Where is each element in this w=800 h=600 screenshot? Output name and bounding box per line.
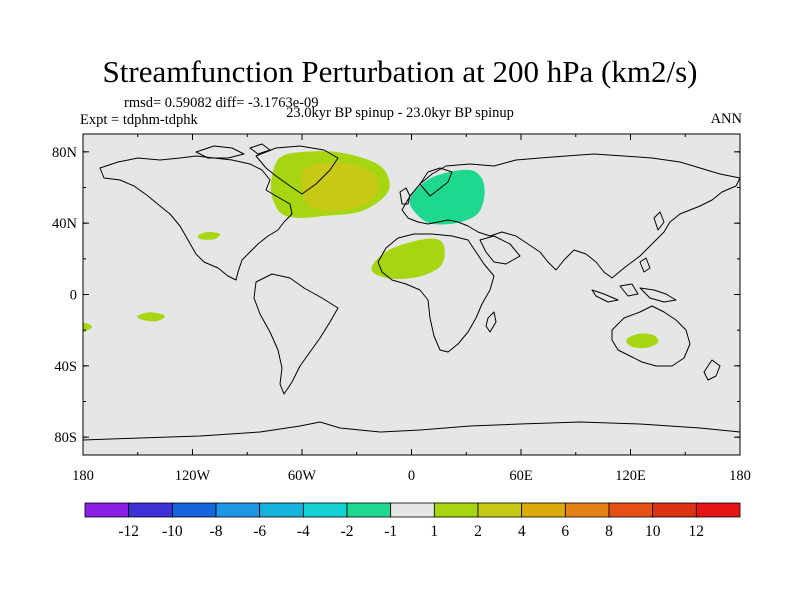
anomaly-region-gulf-of-mexico <box>197 232 221 240</box>
colorbar: -12 -10 -8 -6 -4 -2 -1 1 2 4 6 8 10 12 <box>84 502 741 540</box>
colorbar-box <box>128 502 173 518</box>
colorbar-box <box>215 502 261 518</box>
colorbar-label: -4 <box>297 523 310 540</box>
x-tick-label: 0 <box>408 468 415 484</box>
colorbar-box <box>302 502 348 518</box>
colorbar-label: 2 <box>474 523 482 540</box>
colorbar-box <box>521 502 566 518</box>
colorbar-box <box>608 502 654 518</box>
coastline-greenland <box>255 145 339 195</box>
colorbar-label: 1 <box>430 523 438 540</box>
coastline-arctic-islands <box>195 143 271 159</box>
colorbar-box <box>84 502 130 518</box>
coastline-eurasia <box>401 153 740 279</box>
coastline-scandinavia <box>419 167 453 197</box>
colorbar-label: -8 <box>210 523 223 540</box>
coastline-layer <box>83 143 740 441</box>
coastline-australia <box>611 305 691 367</box>
colorbar-box <box>695 502 741 518</box>
coastline-south-america <box>253 273 339 395</box>
coastline-antarctica <box>83 421 740 441</box>
x-tick-label: 180 <box>72 468 94 484</box>
colorbar-box <box>652 502 697 518</box>
colorbar-label: -12 <box>118 523 139 540</box>
anomaly-region-central-pacific <box>137 312 166 322</box>
colorbar-label: 10 <box>645 523 661 540</box>
map-background <box>83 134 740 455</box>
colorbar-label: -1 <box>384 523 397 540</box>
colorbar-box <box>259 502 304 518</box>
season-label: ANN <box>710 111 742 127</box>
x-tick-label: 60E <box>509 468 533 484</box>
plot-subtitle: 23.0kyr BP spinup - 23.0kyr BP spinup <box>286 105 514 121</box>
colorbar-label: -10 <box>162 523 183 540</box>
colorbar-label: -6 <box>253 523 266 540</box>
colorbar-box <box>171 502 217 518</box>
coastline-maritime-continent <box>591 257 677 303</box>
y-tick-label: 40S <box>54 359 77 375</box>
colorbar-label: 8 <box>605 523 613 540</box>
anomaly-region-north-atlantic-core <box>301 162 379 212</box>
colorbar-label: 12 <box>689 523 705 540</box>
coastline-madagascar <box>485 311 497 333</box>
colorbar-box <box>564 502 610 518</box>
colorbar-box <box>477 502 523 518</box>
x-tick-label: 180 <box>729 468 751 484</box>
x-tick-label: 60W <box>288 468 317 484</box>
y-tick-label: 80S <box>54 430 77 446</box>
colorbar-label: -2 <box>341 523 354 540</box>
y-tick-label: 0 <box>70 288 77 304</box>
colorbar-box <box>433 502 479 518</box>
colorbar-box <box>390 502 435 518</box>
stats-line: rmsd= 0.59082 diff= -3.1763e-09 <box>124 95 319 111</box>
colorbar-label: 6 <box>561 523 569 540</box>
coastline-british-isles <box>399 187 411 205</box>
colorbar-box <box>346 502 392 518</box>
x-tick-label: 120W <box>175 468 211 484</box>
coastline-new-zealand <box>703 359 721 381</box>
y-tick-label: 40N <box>52 216 78 232</box>
experiment-line: Expt = tdphm-tdphk <box>80 112 198 128</box>
plot-title: Streamfunction Perturbation at 200 hPa (… <box>102 54 698 89</box>
anomaly-region-north-africa <box>371 238 445 279</box>
coastline-arabia <box>479 235 521 265</box>
anomaly-region-europe-negative <box>409 169 485 225</box>
axis-ticks: 180 120W 60W 0 60E 120E 180 80N 40N 0 40S 80S <box>52 134 751 484</box>
colorbar-label: 4 <box>518 523 526 540</box>
anomaly-region-australia <box>626 333 659 349</box>
x-tick-label: 120E <box>615 468 646 484</box>
anomaly-fill-layer <box>83 151 659 349</box>
y-tick-label: 80N <box>52 145 78 161</box>
coastline-japan <box>653 211 665 231</box>
coastline-africa <box>377 233 495 353</box>
